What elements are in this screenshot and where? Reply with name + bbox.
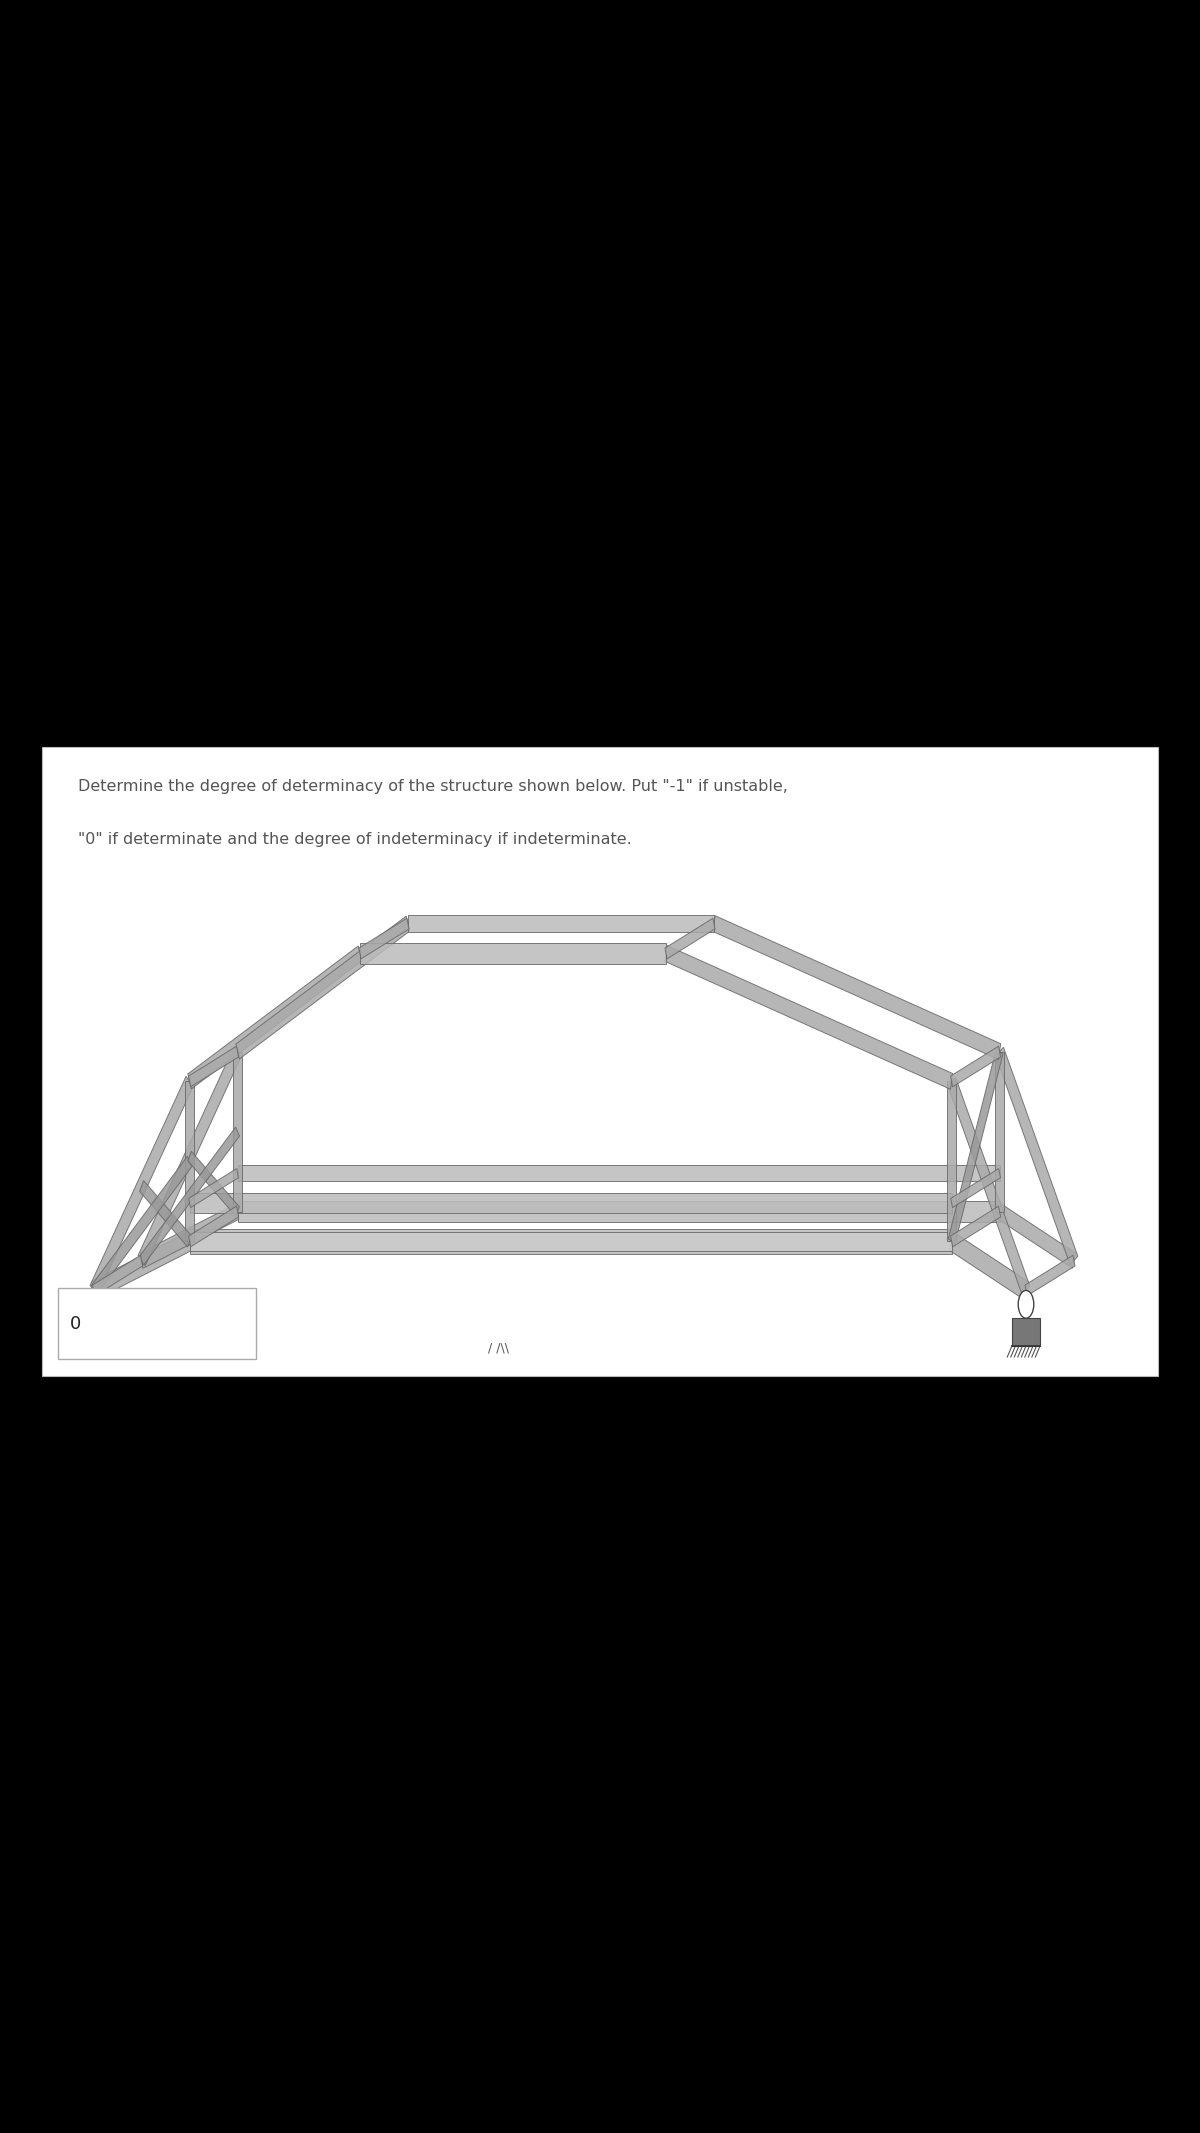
Bar	[1012, 1318, 1040, 1346]
Polygon shape	[92, 1233, 191, 1299]
Polygon shape	[188, 1045, 239, 1088]
Polygon shape	[665, 945, 953, 1090]
Polygon shape	[996, 1047, 1078, 1265]
Polygon shape	[190, 1192, 952, 1214]
Polygon shape	[998, 1203, 1075, 1269]
Polygon shape	[90, 1077, 193, 1295]
Circle shape	[1019, 1290, 1034, 1318]
Polygon shape	[950, 1045, 1001, 1088]
Polygon shape	[950, 1205, 1001, 1248]
Text: Determine the degree of determinacy of the structure shown below. Put "-1" if un: Determine the degree of determinacy of t…	[78, 779, 788, 793]
Text: "0" if determinate and the degree of indeterminacy if indeterminate.: "0" if determinate and the degree of ind…	[78, 832, 631, 847]
Polygon shape	[236, 915, 409, 1060]
Text: 0: 0	[70, 1314, 80, 1333]
Polygon shape	[188, 945, 361, 1090]
Polygon shape	[188, 1169, 239, 1207]
Polygon shape	[949, 1233, 1028, 1299]
Polygon shape	[948, 1077, 1030, 1295]
Polygon shape	[947, 1081, 956, 1241]
Bar	[79, 1290, 108, 1318]
Polygon shape	[91, 1156, 192, 1295]
Polygon shape	[360, 943, 666, 964]
Polygon shape	[408, 915, 714, 932]
Polygon shape	[238, 1201, 1000, 1222]
Polygon shape	[139, 1180, 192, 1248]
Polygon shape	[948, 1049, 1003, 1244]
Polygon shape	[713, 915, 1001, 1060]
Polygon shape	[1025, 1254, 1075, 1297]
Polygon shape	[233, 1052, 242, 1212]
Bar	[42, 747, 1158, 1376]
Polygon shape	[238, 1165, 1000, 1182]
Polygon shape	[188, 1205, 239, 1248]
Polygon shape	[140, 1203, 239, 1269]
Text: / /\\: / /\\	[487, 1342, 509, 1354]
Polygon shape	[665, 917, 715, 960]
Polygon shape	[190, 1229, 952, 1254]
Polygon shape	[138, 1047, 241, 1265]
Polygon shape	[185, 1081, 194, 1241]
Polygon shape	[950, 1169, 1001, 1207]
Polygon shape	[359, 917, 409, 960]
Polygon shape	[139, 1126, 240, 1265]
Polygon shape	[92, 1254, 143, 1297]
Polygon shape	[188, 1152, 239, 1216]
Polygon shape	[190, 1231, 952, 1252]
Polygon shape	[995, 1052, 1004, 1212]
Bar	[58, 1288, 256, 1359]
